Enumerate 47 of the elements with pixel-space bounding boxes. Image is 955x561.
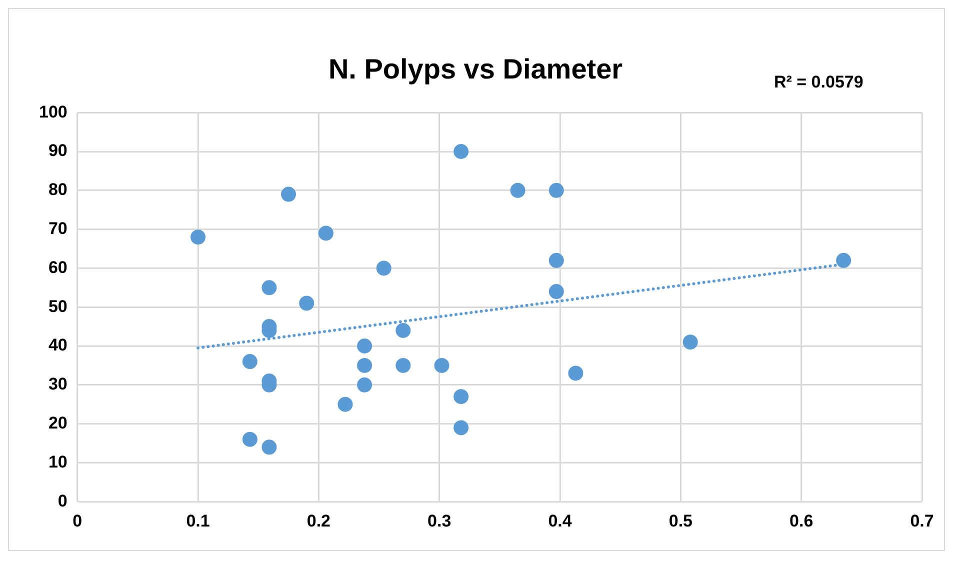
point xyxy=(836,252,852,268)
x-tick-label: 0.3 xyxy=(428,511,452,530)
point xyxy=(318,226,334,241)
text: R² = 0.0579 xyxy=(774,72,864,92)
point xyxy=(190,230,206,245)
y-tick-label: 80 xyxy=(48,180,68,200)
point xyxy=(454,144,469,159)
point xyxy=(357,358,372,373)
y-tick-label: 60 xyxy=(48,258,68,277)
point xyxy=(396,358,411,373)
point xyxy=(262,280,277,296)
point xyxy=(568,366,584,381)
y-tick-label: 10 xyxy=(48,452,68,472)
point xyxy=(299,296,314,311)
x-tick-label: 0.4 xyxy=(548,511,572,530)
x-tick-label: 0.7 xyxy=(910,511,934,530)
y-tick-label: 30 xyxy=(48,374,68,394)
point xyxy=(376,260,392,276)
point xyxy=(338,396,353,412)
x-tick-label: 0.2 xyxy=(306,511,331,530)
point xyxy=(281,186,296,202)
point xyxy=(548,182,564,198)
point xyxy=(357,338,372,354)
point xyxy=(454,389,469,404)
point xyxy=(682,334,698,350)
y-tick-label: 20 xyxy=(48,413,68,432)
point xyxy=(434,358,450,373)
point xyxy=(548,252,564,268)
point xyxy=(262,440,277,455)
point xyxy=(396,322,411,338)
point xyxy=(357,377,372,392)
y-tick-label: 0 xyxy=(58,491,68,510)
point xyxy=(548,284,564,300)
chart-title: N. Polyps vs Diameter xyxy=(328,54,623,85)
y-tick-label: 100 xyxy=(38,102,68,122)
point xyxy=(242,354,258,370)
point xyxy=(510,182,526,198)
x-tick-label: 0.6 xyxy=(790,511,814,530)
x-tick-label: 0.1 xyxy=(186,511,210,530)
x-tick-label: 0 xyxy=(72,511,82,530)
point xyxy=(454,420,469,436)
point xyxy=(242,432,258,447)
x-tick-label: 0.5 xyxy=(668,511,692,530)
y-tick-label: 90 xyxy=(48,141,68,160)
y-tick-label: 70 xyxy=(48,218,68,238)
y-tick-label: 50 xyxy=(48,296,68,316)
y-tick-label: 40 xyxy=(48,336,68,355)
